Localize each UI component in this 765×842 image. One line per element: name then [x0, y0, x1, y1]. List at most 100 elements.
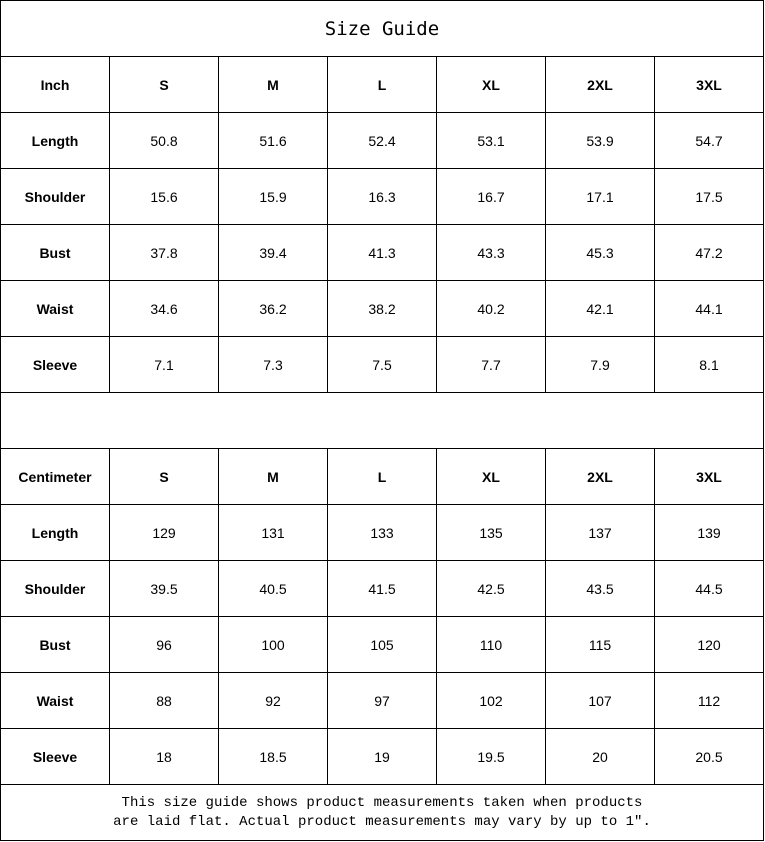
- measurement-value: 40.2: [436, 280, 546, 337]
- measurement-value: 51.6: [218, 112, 328, 169]
- table-row: Waist 34.6 36.2 38.2 40.2 42.1 44.1: [0, 280, 764, 337]
- measurement-value: 88: [109, 672, 219, 729]
- measurement-value: 100: [218, 616, 328, 673]
- measurement-value: 53.9: [545, 112, 655, 169]
- measurement-value: 50.8: [109, 112, 219, 169]
- measurement-value: 54.7: [654, 112, 764, 169]
- measurement-value: 115: [545, 616, 655, 673]
- measurement-value: 42.1: [545, 280, 655, 337]
- size-header: 3XL: [654, 56, 764, 113]
- measurement-value: 7.7: [436, 336, 546, 393]
- measurement-value: 43.3: [436, 224, 546, 281]
- measurement-value: 17.5: [654, 168, 764, 225]
- spacer-row: [0, 392, 764, 449]
- measurement-label: Bust: [0, 224, 110, 281]
- measurement-value: 112: [654, 672, 764, 729]
- note-row: This size guide shows product measuremen…: [0, 784, 764, 841]
- measurement-value: 53.1: [436, 112, 546, 169]
- measurement-value: 39.5: [109, 560, 219, 617]
- unit-label: Inch: [0, 56, 110, 113]
- measurement-value: 105: [327, 616, 437, 673]
- measurement-value: 135: [436, 504, 546, 561]
- measurement-value: 40.5: [218, 560, 328, 617]
- measurement-value: 34.6: [109, 280, 219, 337]
- measurement-value: 16.3: [327, 168, 437, 225]
- size-header: XL: [436, 448, 546, 505]
- measurement-value: 139: [654, 504, 764, 561]
- measurement-value: 41.3: [327, 224, 437, 281]
- measurement-label: Sleeve: [0, 336, 110, 393]
- measurement-label: Shoulder: [0, 560, 110, 617]
- table-row: Sleeve 18 18.5 19 19.5 20 20.5: [0, 728, 764, 785]
- measurement-label: Waist: [0, 672, 110, 729]
- note-line-1: This size guide shows product measuremen…: [121, 794, 643, 811]
- measurement-value: 137: [545, 504, 655, 561]
- measurement-value: 17.1: [545, 168, 655, 225]
- measurement-value: 19.5: [436, 728, 546, 785]
- size-header: M: [218, 56, 328, 113]
- measurement-label: Length: [0, 504, 110, 561]
- measurement-value: 97: [327, 672, 437, 729]
- table-row: Bust 96 100 105 110 115 120: [0, 616, 764, 673]
- measurement-value: 20.5: [654, 728, 764, 785]
- spacer-cell: [0, 392, 764, 449]
- measurement-label: Length: [0, 112, 110, 169]
- measurement-value: 15.9: [218, 168, 328, 225]
- measurement-value: 43.5: [545, 560, 655, 617]
- measurement-value: 37.8: [109, 224, 219, 281]
- measurement-value: 120: [654, 616, 764, 673]
- table-row: Waist 88 92 97 102 107 112: [0, 672, 764, 729]
- measurement-value: 42.5: [436, 560, 546, 617]
- measurement-value: 18: [109, 728, 219, 785]
- measurement-label: Sleeve: [0, 728, 110, 785]
- measurement-value: 102: [436, 672, 546, 729]
- size-header: S: [109, 56, 219, 113]
- measurement-value: 41.5: [327, 560, 437, 617]
- size-header: L: [327, 56, 437, 113]
- size-header: M: [218, 448, 328, 505]
- measurement-value: 52.4: [327, 112, 437, 169]
- measurement-value: 36.2: [218, 280, 328, 337]
- size-header: 2XL: [545, 56, 655, 113]
- measurement-value: 15.6: [109, 168, 219, 225]
- measurement-value: 19: [327, 728, 437, 785]
- table-row: Shoulder 39.5 40.5 41.5 42.5 43.5 44.5: [0, 560, 764, 617]
- measurement-value: 133: [327, 504, 437, 561]
- unit-label: Centimeter: [0, 448, 110, 505]
- size-header: L: [327, 448, 437, 505]
- note-line-2: are laid flat. Actual product measuremen…: [113, 813, 651, 830]
- measurement-value: 44.1: [654, 280, 764, 337]
- measurement-value: 8.1: [654, 336, 764, 393]
- size-header: S: [109, 448, 219, 505]
- measurement-value: 7.3: [218, 336, 328, 393]
- size-note: This size guide shows product measuremen…: [0, 784, 764, 841]
- page-title: Size Guide: [0, 0, 764, 57]
- measurement-value: 92: [218, 672, 328, 729]
- size-header: XL: [436, 56, 546, 113]
- measurement-value: 47.2: [654, 224, 764, 281]
- measurement-value: 131: [218, 504, 328, 561]
- size-header: 2XL: [545, 448, 655, 505]
- inch-header-row: Inch S M L XL 2XL 3XL: [0, 56, 764, 113]
- size-header: 3XL: [654, 448, 764, 505]
- measurement-value: 44.5: [654, 560, 764, 617]
- measurement-label: Waist: [0, 280, 110, 337]
- measurement-value: 110: [436, 616, 546, 673]
- measurement-value: 16.7: [436, 168, 546, 225]
- measurement-value: 7.9: [545, 336, 655, 393]
- measurement-value: 7.1: [109, 336, 219, 393]
- measurement-value: 20: [545, 728, 655, 785]
- measurement-value: 96: [109, 616, 219, 673]
- measurement-label: Bust: [0, 616, 110, 673]
- measurement-label: Shoulder: [0, 168, 110, 225]
- measurement-value: 129: [109, 504, 219, 561]
- measurement-value: 18.5: [218, 728, 328, 785]
- table-row: Sleeve 7.1 7.3 7.5 7.7 7.9 8.1: [0, 336, 764, 393]
- measurement-value: 7.5: [327, 336, 437, 393]
- measurement-value: 45.3: [545, 224, 655, 281]
- table-row: Length 129 131 133 135 137 139: [0, 504, 764, 561]
- measurement-value: 38.2: [327, 280, 437, 337]
- measurement-value: 39.4: [218, 224, 328, 281]
- measurement-value: 107: [545, 672, 655, 729]
